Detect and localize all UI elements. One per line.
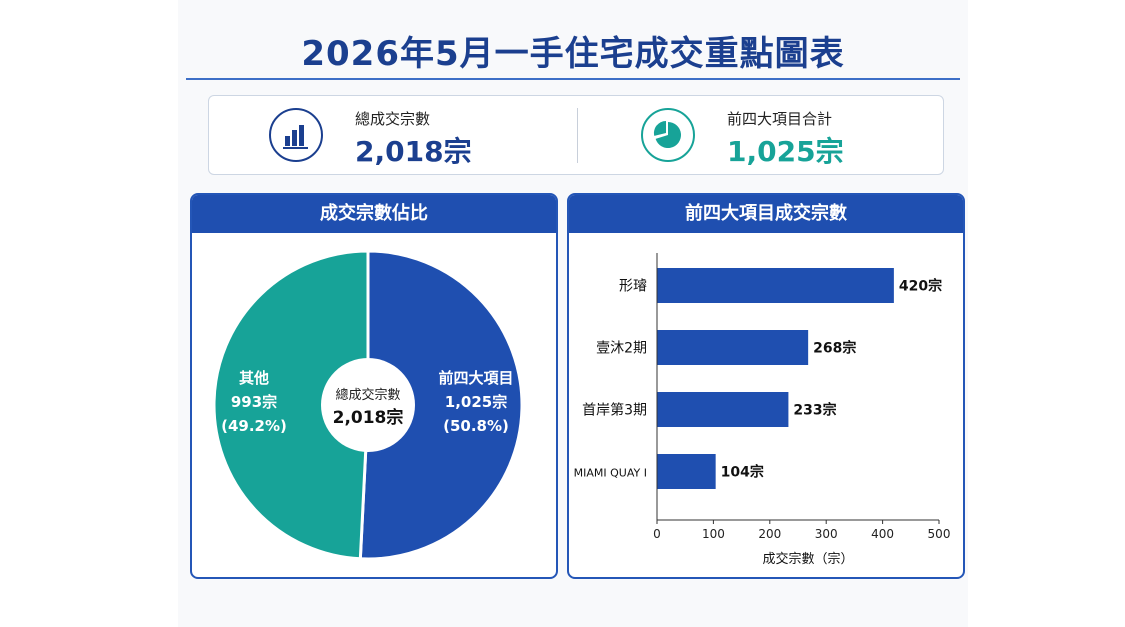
share-panel-title: 成交宗數佔比 xyxy=(192,195,556,233)
bar-data-label: 104宗 xyxy=(721,464,764,481)
bar-category-label: 壹沐2期 xyxy=(596,341,647,357)
x-tick-label: 0 xyxy=(653,527,661,541)
top4-panel-title: 前四大項目成交宗數 xyxy=(569,195,963,233)
x-axis-title: 成交宗數（宗） xyxy=(762,551,853,567)
donut-slice-top4 xyxy=(358,249,524,561)
top4-total-label: 前四大項目合計 xyxy=(727,110,833,128)
bar-category-label: 形璿 xyxy=(619,279,647,295)
x-tick-label: 200 xyxy=(758,527,781,541)
bar xyxy=(657,268,894,303)
x-tick-label: 500 xyxy=(928,527,951,541)
donut-chart: 總成交宗數 2,018宗 前四大項目 1,025宗 (50.8%) 其他 993… xyxy=(212,249,524,561)
slice-label-top4-name: 前四大項目 xyxy=(438,369,513,387)
bar xyxy=(657,454,716,489)
donut-center-label: 總成交宗數 xyxy=(335,387,400,403)
bar-data-label: 233宗 xyxy=(793,402,836,419)
x-tick-label: 400 xyxy=(871,527,894,541)
bar-data-label: 268宗 xyxy=(813,340,856,357)
bar-data-label: 420宗 xyxy=(899,278,942,295)
donut-hole xyxy=(321,358,415,452)
bar-chart-icon xyxy=(269,108,323,162)
slice-label-top4-value: 1,025宗 xyxy=(445,393,507,411)
slice-label-other-pct: (49.2%) xyxy=(221,417,287,435)
bar xyxy=(657,392,789,427)
bar xyxy=(657,330,809,365)
donut-slice-other xyxy=(212,249,370,561)
share-panel: 成交宗數佔比 總成交宗數 2,018宗 前四大項目 1,025宗 (50.8%)… xyxy=(190,193,558,579)
total-deals-stat: 總成交宗數 2,018宗 xyxy=(269,96,569,174)
page-title: 2026年5月一手住宅成交重點圖表 xyxy=(301,34,845,74)
total-deals-value: 2,018宗 xyxy=(355,135,472,168)
top4-total-stat: 前四大項目合計 1,025宗 xyxy=(641,96,941,174)
x-tick-label: 100 xyxy=(702,527,725,541)
top4-panel: 前四大項目成交宗數 形璿 420宗壹沐2期 268宗首岸第3期 233宗 MIAMI Q… xyxy=(567,193,965,579)
slice-label-other-value: 993宗 xyxy=(231,393,277,411)
donut-center-value: 2,018宗 xyxy=(333,407,404,428)
pie-chart-icon xyxy=(641,108,695,162)
slice-label-top4-pct: (50.8%) xyxy=(443,417,509,435)
summary-bar: 總成交宗數 2,018宗 前四大項目合計 1,025宗 xyxy=(208,95,944,175)
bar-category-label: MIAMI QUAY I xyxy=(574,467,647,480)
slice-label-other-name: 其他 xyxy=(239,369,269,387)
total-deals-label: 總成交宗數 xyxy=(355,110,431,128)
bar-category-label: 首岸第3期 xyxy=(582,402,647,419)
summary-divider xyxy=(577,108,578,163)
x-tick-label: 300 xyxy=(815,527,838,541)
top4-total-value: 1,025宗 xyxy=(727,135,844,168)
title-underline xyxy=(186,78,960,80)
infographic-board: 2026年5月一手住宅成交重點圖表 總成交宗數 2,018宗 xyxy=(178,0,968,627)
